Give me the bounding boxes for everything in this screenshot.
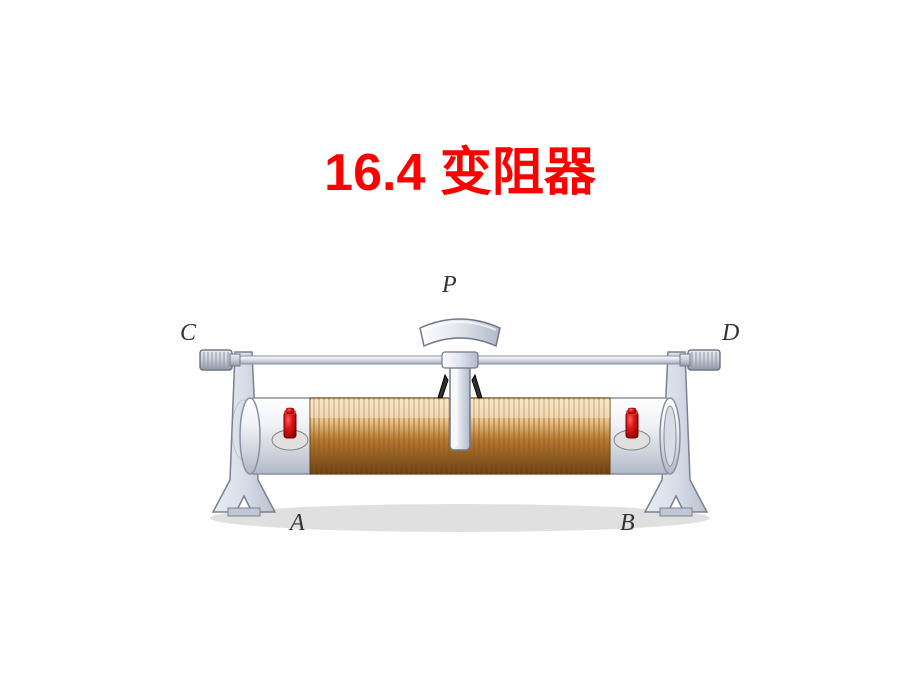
rheostat-diagram <box>180 280 740 540</box>
label-p: P <box>442 272 457 299</box>
label-a: A <box>290 510 305 537</box>
label-b: B <box>620 510 635 537</box>
page-title: 16.4 变阻器 <box>0 130 920 205</box>
label-c: C <box>180 320 196 347</box>
label-d: D <box>722 320 739 347</box>
